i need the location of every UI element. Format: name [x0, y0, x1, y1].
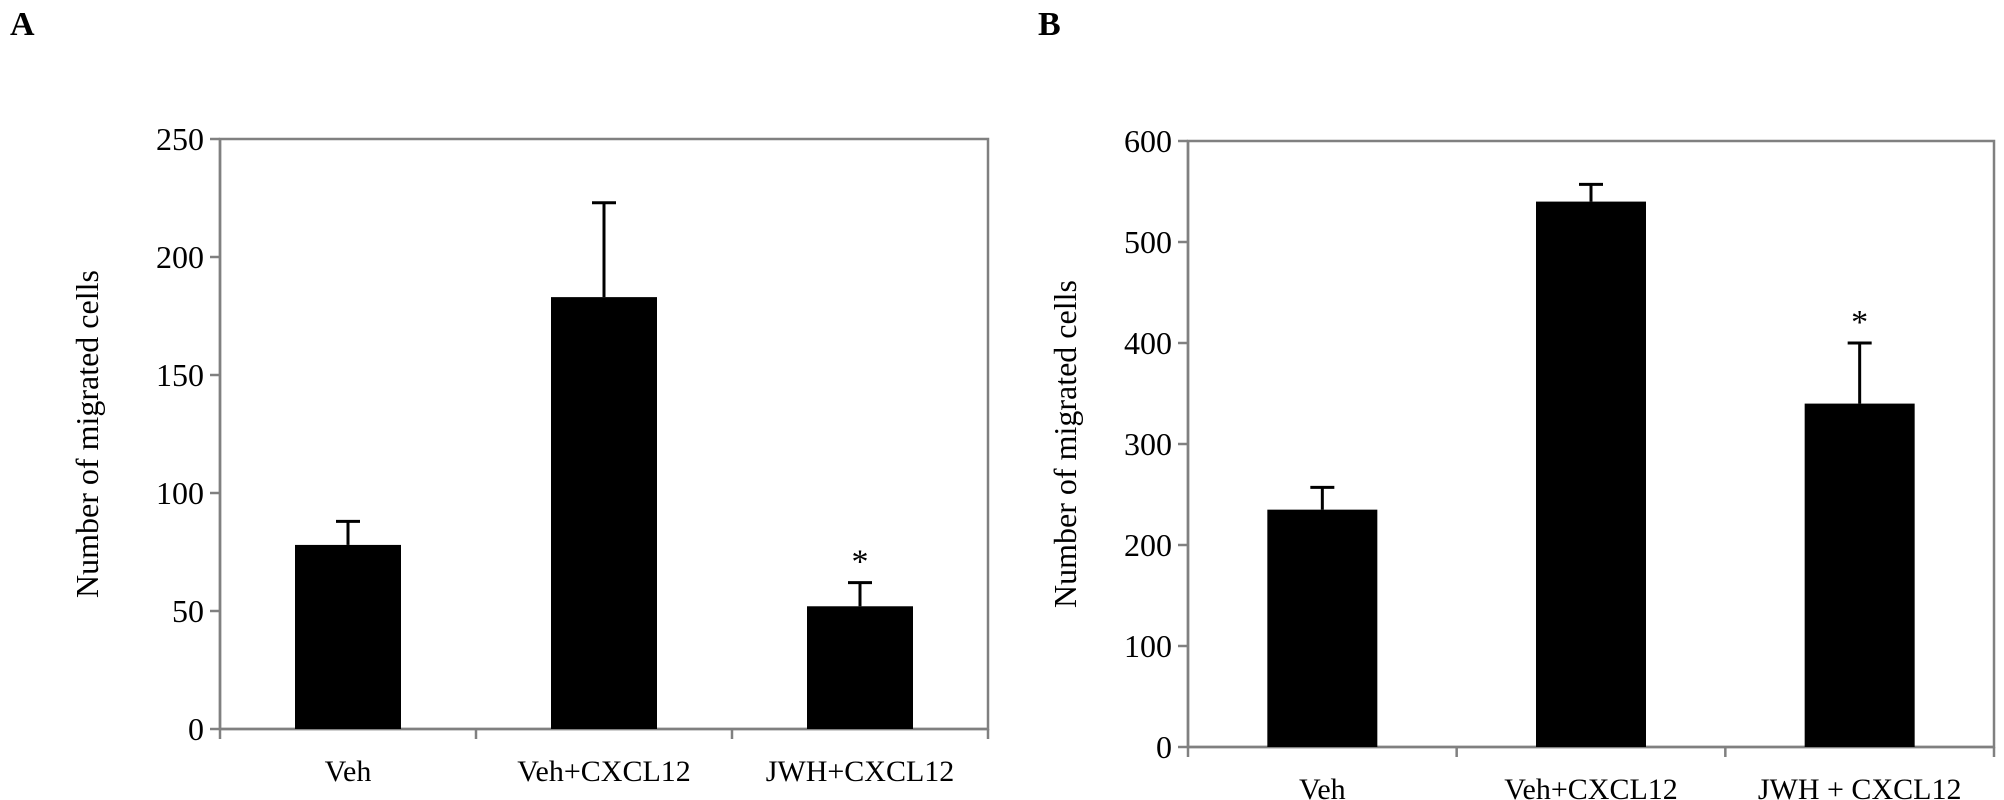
y-tick-label: 200 — [1124, 527, 1172, 563]
bar — [1267, 509, 1378, 747]
y-tick-label: 150 — [156, 357, 204, 393]
y-tick-label: 0 — [1156, 729, 1172, 765]
bar — [295, 544, 401, 729]
y-tick-label: 300 — [1124, 426, 1172, 462]
bar — [551, 297, 657, 729]
y-tick-label: 50 — [172, 593, 204, 629]
bar-chart-a: 0 50 100 150 200 250 Veh Veh+CXCL12 * JWH+CXCL12 N… — [69, 121, 990, 788]
y-tick-label: 100 — [156, 475, 204, 511]
category-label: Veh — [325, 755, 372, 788]
y-tick-label: 0 — [188, 711, 204, 747]
category-label: Veh+CXCL12 — [517, 755, 691, 788]
category-label: Veh — [1299, 773, 1346, 800]
bar — [807, 606, 913, 729]
y-axis-title: Number of migrated cells — [1047, 280, 1083, 608]
y-tick-label: 200 — [156, 239, 204, 275]
category-label: JWH+CXCL12 — [766, 755, 955, 788]
y-tick-label: 100 — [1124, 628, 1172, 664]
y-tick-label: 400 — [1124, 325, 1172, 361]
bar — [1536, 201, 1646, 748]
y-tick-label: 500 — [1124, 224, 1172, 260]
panel-label-b: B — [1038, 6, 1061, 43]
panel-label-a: A — [10, 6, 35, 43]
bar-chart-b: 0 100 200 300 400 500 600 Veh Veh+CXCL12 * JWH + C… — [1047, 123, 1996, 800]
bar — [1804, 403, 1915, 747]
significance-marker: * — [1851, 304, 1868, 341]
significance-marker: * — [852, 544, 869, 581]
category-label: JWH + CXCL12 — [1758, 773, 1962, 800]
category-label: Veh+CXCL12 — [1504, 773, 1678, 800]
y-axis-title: Number of migrated cells — [69, 270, 105, 598]
y-tick-label: 250 — [156, 121, 204, 157]
y-tick-label: 600 — [1124, 123, 1172, 159]
